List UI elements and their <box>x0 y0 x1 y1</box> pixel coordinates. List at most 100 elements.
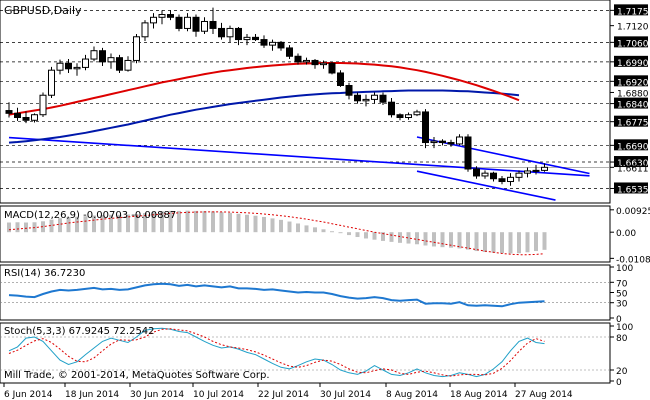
macd-bar <box>236 213 241 233</box>
macd-bar <box>66 217 71 233</box>
candle-body <box>116 57 123 71</box>
macd-bar <box>117 214 122 233</box>
macd-bar <box>270 218 275 233</box>
candle-body <box>226 27 234 38</box>
candle-body <box>388 101 395 116</box>
candle-body <box>371 94 378 100</box>
macd-level-label: 0.00 <box>616 229 636 239</box>
candle <box>379 92 387 105</box>
candle-body <box>405 114 412 119</box>
rsi-level-label: 30 <box>616 300 628 310</box>
candle-body <box>430 140 438 144</box>
macd-bar <box>245 214 249 233</box>
macd-bar <box>508 232 513 254</box>
macd-bar <box>49 219 54 233</box>
rsi-level-label: 70 <box>616 279 628 289</box>
macd-bar <box>211 211 215 233</box>
moving-averages <box>8 62 520 144</box>
price-level-lines <box>0 9 610 189</box>
candle <box>5 102 13 118</box>
macd-bar <box>177 210 181 233</box>
macd-bar <box>75 216 79 233</box>
time-label: 27 Aug 2014 <box>515 390 573 400</box>
candle <box>184 13 191 32</box>
price-label-box <box>614 4 648 16</box>
candle-body <box>354 94 361 102</box>
price-tick: 1.7120 <box>610 23 649 33</box>
macd-bar <box>92 215 96 233</box>
macd-bar <box>517 232 521 254</box>
candle-body <box>532 169 540 172</box>
candle-body <box>345 84 353 96</box>
macd-bar <box>381 232 385 241</box>
macd-bar <box>287 221 292 233</box>
candle-body <box>107 57 115 63</box>
candle-body <box>320 62 327 66</box>
price-label: 1.6630 <box>617 159 649 169</box>
candle <box>235 27 242 46</box>
price-tick: 1.6840 <box>610 97 649 111</box>
candle <box>65 59 72 73</box>
candle <box>362 94 370 107</box>
candle <box>473 166 480 179</box>
candle-body <box>141 22 149 38</box>
candle <box>82 54 89 71</box>
trend-line <box>416 170 556 201</box>
trend-channel <box>8 136 590 201</box>
candle <box>73 63 81 76</box>
candle-body <box>507 176 514 183</box>
candle <box>447 139 455 147</box>
candle-body <box>39 94 47 116</box>
macd-axis: 0.00925 0.00 -0.01082 <box>610 207 650 265</box>
macd-bar <box>449 232 453 248</box>
time-label: 30 Jun 2014 <box>130 390 184 400</box>
macd-bar <box>355 232 360 238</box>
price-label: 1.6840 <box>617 101 649 111</box>
rsi-levels <box>0 281 610 304</box>
ma-fast-line <box>8 62 520 116</box>
price-label-box <box>614 139 648 151</box>
macd-level-label: -0.01082 <box>616 255 650 265</box>
price-tick: 1.6775 <box>610 115 649 129</box>
candle-body <box>5 110 13 114</box>
macd-panel[interactable]: 0.00925 0.00 -0.01082 MACD(12,26,9) -0.007… <box>0 205 650 265</box>
time-label: 6 Jun 2014 <box>4 390 53 400</box>
price-tick: 1.6880 <box>610 89 649 99</box>
price-tick: 1.6990 <box>610 55 649 69</box>
candle <box>99 47 106 67</box>
macd-bar <box>398 232 402 243</box>
macd-bar <box>415 232 419 245</box>
price-label-box <box>614 75 648 87</box>
candle <box>31 113 38 123</box>
macd-bar <box>126 214 130 233</box>
candle-body <box>184 16 191 29</box>
stoch-title: Stoch(5,3,3) 67.9245 72.2542 <box>4 326 155 337</box>
candle <box>354 92 361 104</box>
macd-signal-path <box>8 211 545 256</box>
price-tick: 1.7175 <box>610 4 649 17</box>
candle-body <box>439 140 446 144</box>
price-label-box <box>614 55 648 67</box>
rsi-path <box>8 282 545 308</box>
candle-body <box>48 69 55 96</box>
candle <box>320 60 327 69</box>
candle-body <box>192 16 200 32</box>
macd-bar <box>296 223 300 233</box>
candle <box>396 113 404 121</box>
macd-bar <box>194 210 198 233</box>
macd-bar <box>228 212 232 233</box>
candle <box>48 66 55 99</box>
candle-body <box>379 94 387 103</box>
candle <box>277 40 285 51</box>
price-label-box <box>614 156 648 168</box>
candle-body <box>65 62 72 70</box>
macd-bar <box>143 213 147 233</box>
candle-body <box>73 66 81 70</box>
price-label: 1.6920 <box>617 78 649 88</box>
macd-bar <box>83 216 88 233</box>
candle <box>14 107 21 121</box>
macd-bar <box>219 212 224 233</box>
